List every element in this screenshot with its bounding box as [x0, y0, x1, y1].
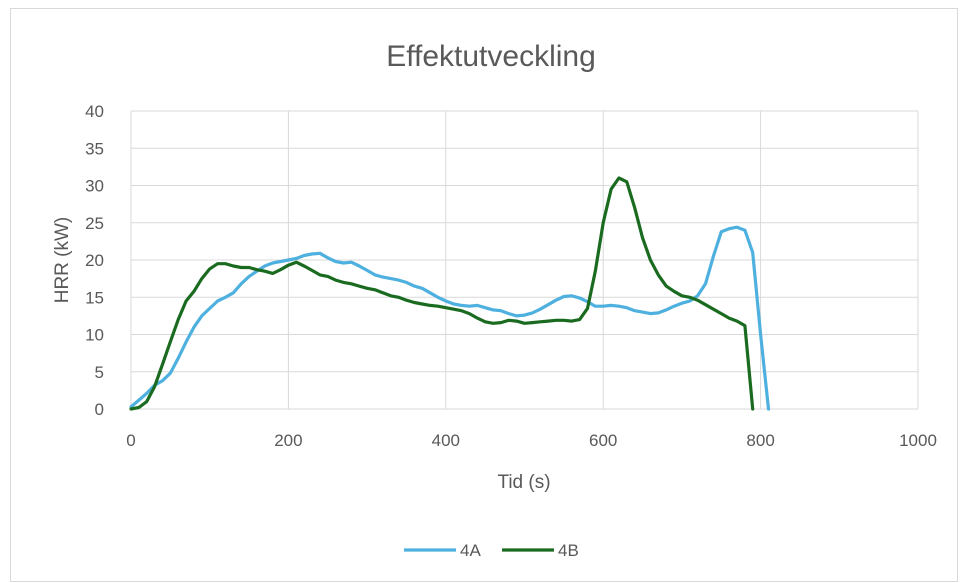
y-tick-label-1: 5: [95, 363, 104, 382]
gridlines: [130, 110, 919, 410]
legend: 4A 4B: [404, 541, 579, 560]
x-tick-label-1: 200: [274, 431, 302, 450]
data-series: [129, 176, 771, 411]
x-axis-ticks: 0 200 400 600 800 1000: [126, 431, 937, 450]
y-tick-label-5: 25: [85, 214, 104, 233]
y-tick-label-2: 10: [85, 326, 104, 345]
y-axis-ticks: 0 5 10 15 20 25 30 35 40: [85, 102, 104, 419]
x-tick-label-0: 0: [126, 431, 135, 450]
x-tick-label-5: 1000: [899, 431, 937, 450]
x-tick-label-3: 600: [589, 431, 617, 450]
legend-label-4A: 4A: [460, 541, 481, 560]
chart-title: Effektutveckling: [386, 40, 596, 73]
y-tick-label-7: 35: [85, 139, 104, 158]
series-line-4B: [129, 176, 755, 411]
y-axis-title: HRR (kW): [52, 217, 73, 304]
chart-area: [10, 8, 958, 582]
x-tick-label-4: 800: [746, 431, 774, 450]
y-tick-label-6: 30: [85, 177, 104, 196]
series-line-4A: [129, 225, 771, 411]
y-tick-label-3: 15: [85, 288, 104, 307]
x-axis-title: Tid (s): [497, 472, 550, 493]
y-tick-label-0: 0: [95, 400, 104, 419]
y-tick-label-4: 20: [85, 251, 104, 270]
legend-label-4B: 4B: [558, 541, 579, 560]
y-tick-label-8: 40: [85, 102, 104, 121]
x-tick-label-2: 400: [432, 431, 460, 450]
